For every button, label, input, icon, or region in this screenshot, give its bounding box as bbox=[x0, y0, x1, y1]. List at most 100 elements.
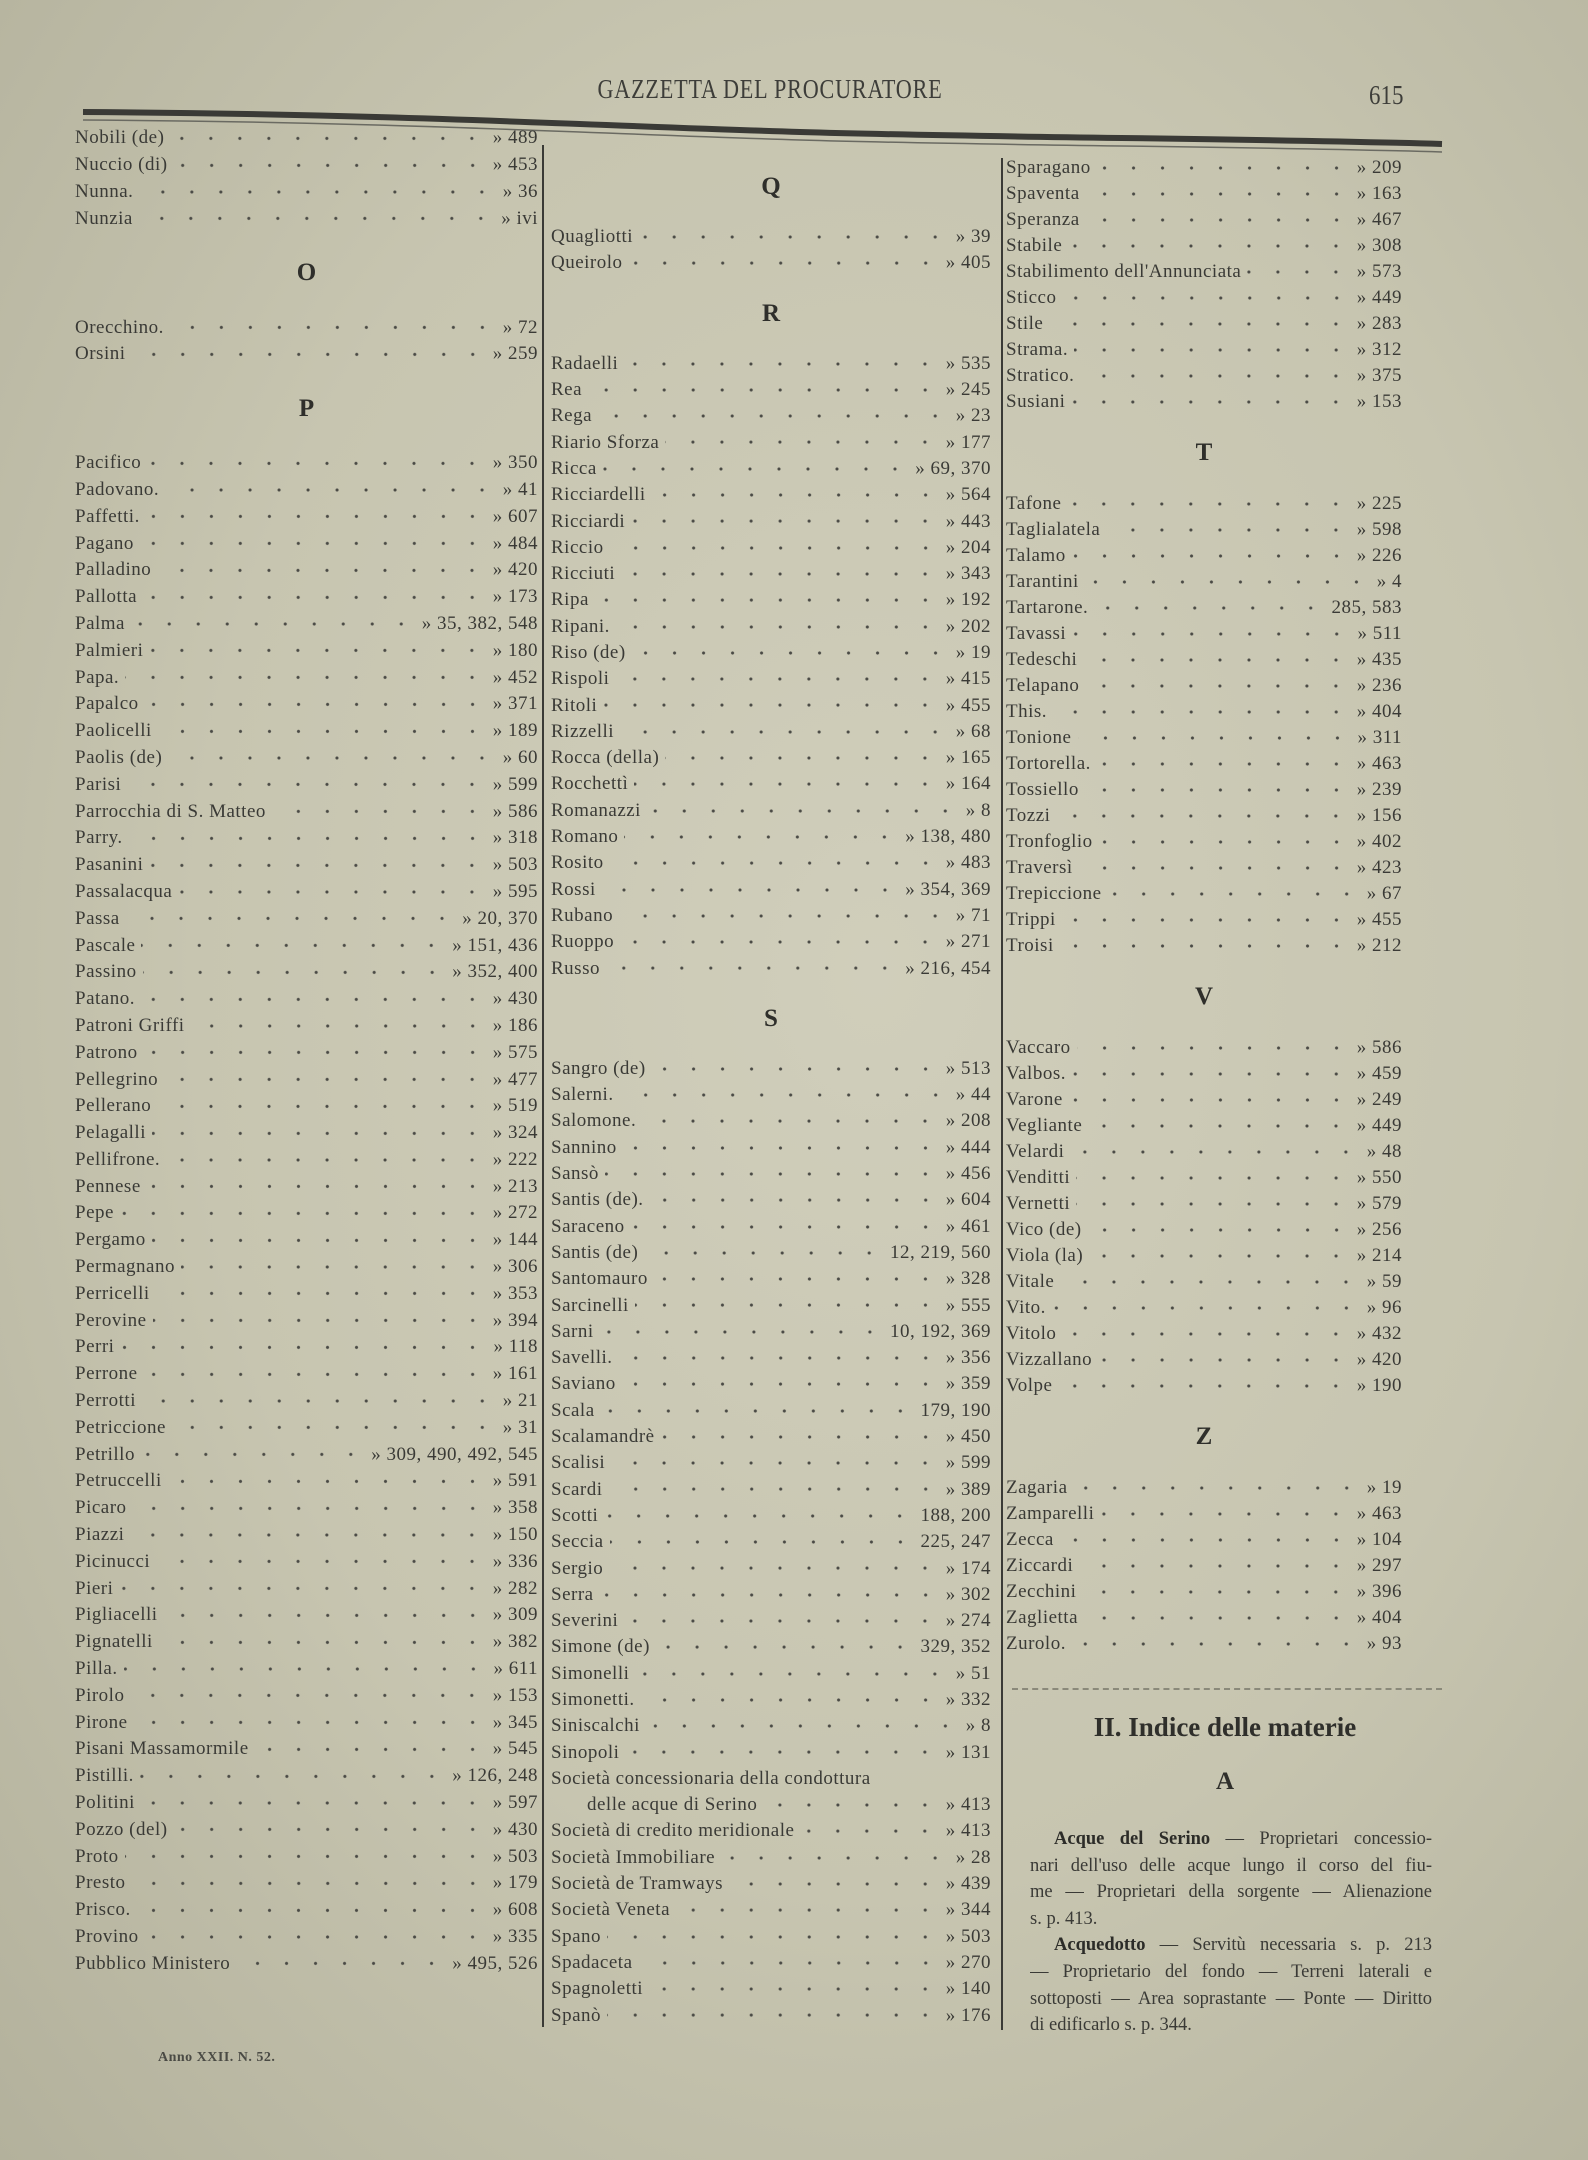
entry-name: Politini bbox=[75, 1792, 135, 1814]
entry-name: Pasanini bbox=[75, 854, 144, 876]
entry-name: Pagano bbox=[75, 532, 134, 554]
entry-pages: » 607 bbox=[492, 505, 538, 527]
entry-name: Ripani. bbox=[551, 615, 610, 637]
entry-pages: » 519 bbox=[492, 1095, 538, 1117]
entry-pages: » 259 bbox=[492, 343, 538, 365]
entry-name: Tarantini bbox=[1006, 571, 1079, 592]
dot-leader bbox=[639, 224, 950, 251]
index-entry: Taglialatela » 598 bbox=[1006, 517, 1402, 543]
entry-name: Scardi bbox=[551, 1478, 603, 1500]
dot-leader bbox=[609, 850, 940, 877]
index-entry: Pilla. » 611 bbox=[75, 1655, 538, 1683]
entry-name: Vito. bbox=[1006, 1297, 1046, 1318]
dot-leader bbox=[1083, 647, 1351, 673]
index-entry: Permagnano » 306 bbox=[75, 1253, 538, 1281]
entry-name: Scalisi bbox=[551, 1452, 606, 1474]
dot-leader bbox=[621, 1371, 940, 1398]
entry-name: Vico (de) bbox=[1006, 1219, 1082, 1240]
index-entry: Traversì » 423 bbox=[1006, 855, 1402, 881]
index-entry: Perri » 118 bbox=[75, 1334, 538, 1361]
index-entry: Saraceno » 461 bbox=[551, 1213, 991, 1240]
entry-name: Ricca bbox=[551, 457, 597, 479]
index-entry: Queirolo » 405 bbox=[551, 250, 991, 277]
index-entry: Picaro » 358 bbox=[75, 1494, 538, 1522]
entry-pages: » 404 bbox=[1356, 1607, 1402, 1628]
entry-pages: » 356 bbox=[945, 1347, 991, 1369]
index-entry: Nuccio (di) » 453 bbox=[75, 151, 538, 179]
index-entry: Tozzi » 156 bbox=[1006, 803, 1402, 829]
dot-leader bbox=[128, 824, 487, 852]
dot-leader bbox=[631, 508, 940, 535]
entry-pages: » 93 bbox=[1366, 1633, 1402, 1654]
index-entry: Quagliotti » 39 bbox=[551, 224, 991, 251]
entry-pages: » 282 bbox=[492, 1577, 538, 1599]
dot-leader bbox=[1053, 699, 1351, 725]
index-entry: Pellegrino » 477 bbox=[75, 1066, 538, 1093]
entry-pages: » 213 bbox=[492, 1175, 538, 1197]
entry-pages: 10, 192, 369 bbox=[890, 1320, 991, 1342]
dot-leader bbox=[601, 876, 900, 903]
dot-leader bbox=[1076, 1165, 1351, 1191]
entry-name: Scotti bbox=[551, 1504, 599, 1526]
index-entry: Pozzo (del) » 430 bbox=[75, 1816, 538, 1844]
entry-name: Venditti bbox=[1006, 1167, 1071, 1188]
entry-pages: 12, 219, 560 bbox=[890, 1241, 991, 1263]
header-rule bbox=[82, 109, 1443, 153]
dot-leader bbox=[142, 958, 447, 986]
materie-text: — Servitù necessaria s. p. 213 bbox=[1145, 1935, 1432, 1956]
index-entry: Spano » 503 bbox=[551, 1923, 991, 1950]
dot-leader bbox=[146, 1173, 487, 1201]
entry-pages: » 72 bbox=[502, 316, 538, 338]
entry-pages: » 345 bbox=[492, 1711, 538, 1733]
entry-pages: » 214 bbox=[1356, 1245, 1402, 1266]
index-entry: Spadaceta » 270 bbox=[551, 1949, 991, 1977]
entry-pages: » 20, 370 bbox=[462, 907, 538, 929]
entry-pages: » 156 bbox=[1356, 805, 1402, 826]
entry-pages: » 96 bbox=[1366, 1297, 1402, 1318]
entry-name: Pallotta bbox=[75, 586, 138, 608]
index-entry: Politini » 597 bbox=[75, 1789, 538, 1817]
dot-leader bbox=[653, 1266, 940, 1293]
index-entry: Società concessionaria della condottura bbox=[551, 1766, 991, 1792]
entry-pages: 179, 190 bbox=[920, 1399, 991, 1421]
dot-leader bbox=[119, 1200, 487, 1227]
index-entry: Zecca » 104 bbox=[1006, 1527, 1402, 1553]
index-entry: Proto » 503 bbox=[75, 1843, 538, 1871]
entry-name: Picaro bbox=[75, 1497, 127, 1519]
index-entry: Pacifico » 350 bbox=[75, 449, 538, 477]
entry-name: Tronfoglio bbox=[1006, 831, 1093, 852]
index-entry: Tedeschi » 435 bbox=[1006, 647, 1402, 673]
entry-pages: » 455 bbox=[945, 694, 991, 716]
entry-pages: » 324 bbox=[492, 1122, 538, 1144]
entry-name: Sticco bbox=[1006, 287, 1057, 308]
index-entry: Pascale » 151, 436 bbox=[75, 932, 538, 959]
dot-leader bbox=[155, 1280, 487, 1308]
entry-pages: » 573 bbox=[1356, 261, 1402, 282]
index-entry: Presto » 179 bbox=[75, 1870, 538, 1897]
dot-leader bbox=[1071, 389, 1351, 415]
entry-name: Trepiccione bbox=[1006, 883, 1102, 904]
index-entry: Perricelli » 353 bbox=[75, 1280, 538, 1308]
dot-leader bbox=[139, 530, 487, 557]
dot-leader bbox=[638, 1949, 940, 1977]
dot-leader bbox=[634, 1292, 940, 1319]
entry-name: Sansò bbox=[551, 1163, 599, 1185]
index-entry: Pasanini » 503 bbox=[75, 851, 538, 879]
entry-name: Santomauro bbox=[551, 1268, 648, 1290]
dot-leader bbox=[1071, 1631, 1361, 1657]
index-entry: Spanò » 176 bbox=[551, 2002, 991, 2029]
entry-pages: » 350 bbox=[492, 452, 538, 474]
entry-name: Pilla. bbox=[75, 1658, 118, 1680]
section-letter-heading: A bbox=[1215, 1768, 1235, 1795]
dot-leader bbox=[131, 340, 487, 368]
dot-leader bbox=[236, 1950, 447, 1978]
dot-leader bbox=[125, 664, 487, 691]
dot-leader bbox=[130, 1521, 487, 1549]
dot-leader bbox=[133, 1709, 487, 1737]
index-entry: Zamparelli » 463 bbox=[1006, 1501, 1402, 1527]
index-entry: Viola (la) » 214 bbox=[1006, 1243, 1402, 1269]
entry-name: Volpe bbox=[1006, 1375, 1053, 1396]
entry-pages: » 177 bbox=[945, 431, 991, 453]
index-entry: Vernetti » 579 bbox=[1006, 1191, 1402, 1217]
index-entry: Ziccardi » 297 bbox=[1006, 1553, 1402, 1579]
